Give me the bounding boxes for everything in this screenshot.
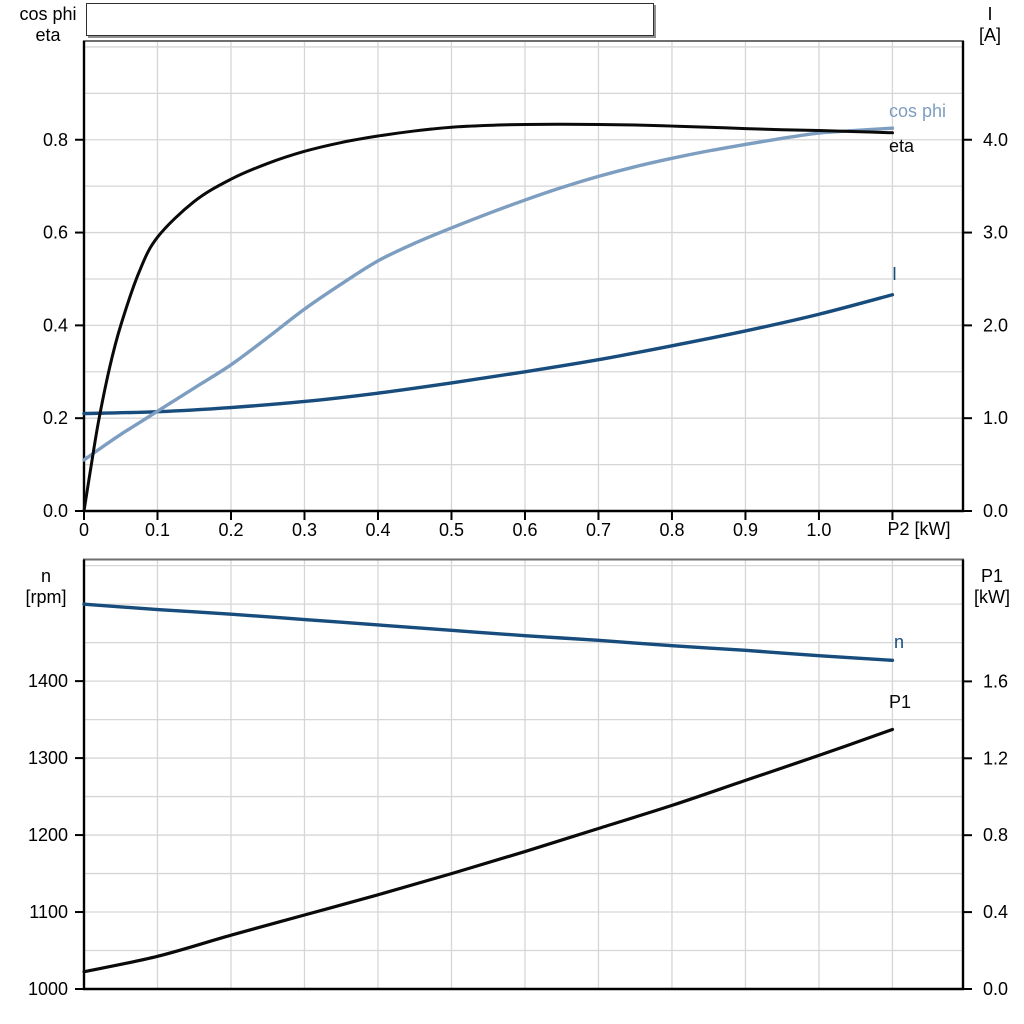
- axis-label-p1: P1: [980, 566, 1004, 586]
- bottom-right-axis-label: P1 [kW]: [962, 566, 1022, 608]
- svg-text:0.2: 0.2: [218, 520, 243, 540]
- top-left-axis-label: cos phi eta: [4, 4, 92, 46]
- svg-text:0.9: 0.9: [733, 520, 758, 540]
- svg-text:1.6: 1.6: [983, 671, 1008, 691]
- svg-text:0.3: 0.3: [292, 520, 317, 540]
- svg-text:0.6: 0.6: [512, 520, 537, 540]
- svg-text:1.2: 1.2: [983, 748, 1008, 768]
- svg-text:1.0: 1.0: [983, 408, 1008, 428]
- svg-text:0.4: 0.4: [365, 520, 390, 540]
- svg-text:1100: 1100: [29, 902, 68, 922]
- svg-text:0.0: 0.0: [983, 501, 1008, 521]
- svg-text:1.0: 1.0: [806, 520, 831, 540]
- svg-text:0.5: 0.5: [439, 520, 464, 540]
- axis-label-eta: eta: [35, 25, 61, 45]
- x-axis-unit-label: P2 [kW]: [887, 519, 951, 539]
- svg-text:3.0: 3.0: [983, 223, 1008, 243]
- chart-title-box: NK40-200/177 + INNOMOTICS 0.75 kW 3*400 …: [86, 3, 654, 36]
- axis-label-current: I: [987, 4, 993, 24]
- svg-text:1300: 1300: [28, 748, 68, 768]
- svg-text:2.0: 2.0: [983, 315, 1008, 335]
- svg-text:1000: 1000: [28, 979, 68, 999]
- axis-label-speed-unit: [rpm]: [25, 587, 67, 607]
- axis-label-speed: n: [40, 566, 51, 586]
- svg-text:4.0: 4.0: [983, 130, 1008, 150]
- axis-label-p1-unit: [kW]: [974, 587, 1010, 607]
- svg-text:0.0: 0.0: [983, 979, 1008, 999]
- svg-text:0.7: 0.7: [586, 520, 611, 540]
- svg-text:0.4: 0.4: [43, 315, 68, 335]
- svg-text:1400: 1400: [28, 671, 68, 691]
- svg-text:0.1: 0.1: [145, 520, 170, 540]
- svg-text:0.8: 0.8: [983, 825, 1008, 845]
- svg-text:0.8: 0.8: [659, 520, 684, 540]
- svg-text:0.8: 0.8: [43, 130, 68, 150]
- svg-text:0.0: 0.0: [43, 501, 68, 521]
- svg-text:P1: P1: [889, 692, 911, 712]
- svg-text:0.4: 0.4: [983, 902, 1008, 922]
- axis-label-current-unit: [A]: [978, 25, 1001, 45]
- top-right-axis-label: I [A]: [960, 4, 1020, 46]
- bottom-left-axis-label: n [rpm]: [6, 566, 86, 608]
- svg-text:0.6: 0.6: [43, 223, 68, 243]
- svg-text:0.2: 0.2: [43, 408, 68, 428]
- axis-label-cos-phi: cos phi: [19, 4, 77, 24]
- svg-text:eta: eta: [889, 136, 915, 156]
- svg-text:n: n: [894, 632, 904, 652]
- svg-text:1200: 1200: [28, 825, 68, 845]
- svg-text:I: I: [892, 264, 897, 284]
- svg-text:0: 0: [79, 520, 89, 540]
- svg-text:cos phi: cos phi: [889, 101, 946, 121]
